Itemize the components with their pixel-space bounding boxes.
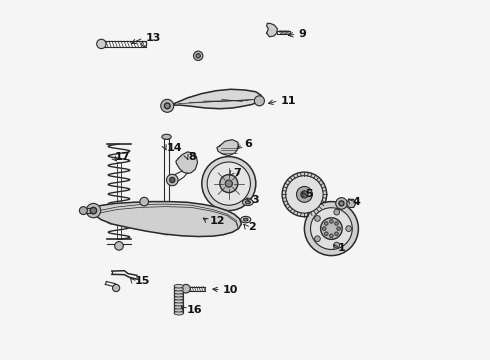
Ellipse shape [174,302,183,306]
Circle shape [330,220,333,223]
Circle shape [196,54,200,58]
Circle shape [324,222,328,225]
Ellipse shape [174,296,183,300]
Text: 14: 14 [167,143,182,153]
Circle shape [334,209,340,215]
Polygon shape [267,23,277,37]
Text: 13: 13 [145,33,161,43]
Ellipse shape [174,300,183,303]
Ellipse shape [243,199,253,206]
Text: 5: 5 [305,189,313,199]
Ellipse shape [245,201,250,204]
Circle shape [182,284,190,293]
Text: 2: 2 [248,222,256,232]
Circle shape [335,222,338,225]
Circle shape [334,242,340,248]
Text: 10: 10 [222,285,238,295]
Circle shape [115,242,123,250]
Ellipse shape [174,309,183,312]
Ellipse shape [174,291,183,294]
Ellipse shape [241,216,251,223]
Ellipse shape [162,134,171,139]
Circle shape [225,180,232,187]
Circle shape [254,96,265,106]
Circle shape [170,177,175,183]
Polygon shape [92,202,242,237]
Circle shape [113,284,120,292]
Circle shape [164,103,170,109]
Circle shape [97,39,106,49]
Text: 9: 9 [298,29,306,39]
Circle shape [167,174,178,186]
Ellipse shape [174,287,183,291]
Text: 3: 3 [251,195,259,205]
Circle shape [220,175,238,193]
Text: 6: 6 [245,139,252,149]
Polygon shape [176,152,197,174]
Circle shape [140,197,148,206]
Text: 1: 1 [338,243,345,253]
Ellipse shape [174,293,183,297]
Circle shape [320,218,342,239]
Text: 15: 15 [134,276,150,286]
Circle shape [202,157,256,211]
Circle shape [346,226,351,231]
Circle shape [339,201,344,206]
Text: 8: 8 [189,152,196,162]
Circle shape [296,186,312,202]
Circle shape [336,198,347,209]
Ellipse shape [174,305,183,309]
Circle shape [161,99,174,112]
Circle shape [335,232,338,235]
Circle shape [311,208,352,249]
Ellipse shape [174,284,183,288]
Text: 7: 7 [233,168,241,178]
Polygon shape [167,89,261,109]
Ellipse shape [174,311,183,315]
Circle shape [315,216,320,221]
Circle shape [304,202,358,256]
Circle shape [79,207,87,215]
Circle shape [86,203,100,218]
Text: 4: 4 [352,197,360,207]
Circle shape [322,227,326,230]
Ellipse shape [162,230,171,235]
Text: 17: 17 [115,152,130,162]
Circle shape [207,162,250,205]
Circle shape [282,172,327,217]
Text: 11: 11 [280,96,296,106]
Polygon shape [217,140,239,156]
Circle shape [315,236,320,242]
Circle shape [90,207,97,214]
Circle shape [286,176,323,213]
Text: 12: 12 [210,216,225,226]
Ellipse shape [244,218,248,221]
Circle shape [324,232,328,235]
Circle shape [194,51,203,60]
Polygon shape [346,199,356,207]
Text: 16: 16 [187,305,202,315]
Circle shape [337,227,341,230]
Circle shape [330,234,333,238]
Circle shape [301,191,308,198]
